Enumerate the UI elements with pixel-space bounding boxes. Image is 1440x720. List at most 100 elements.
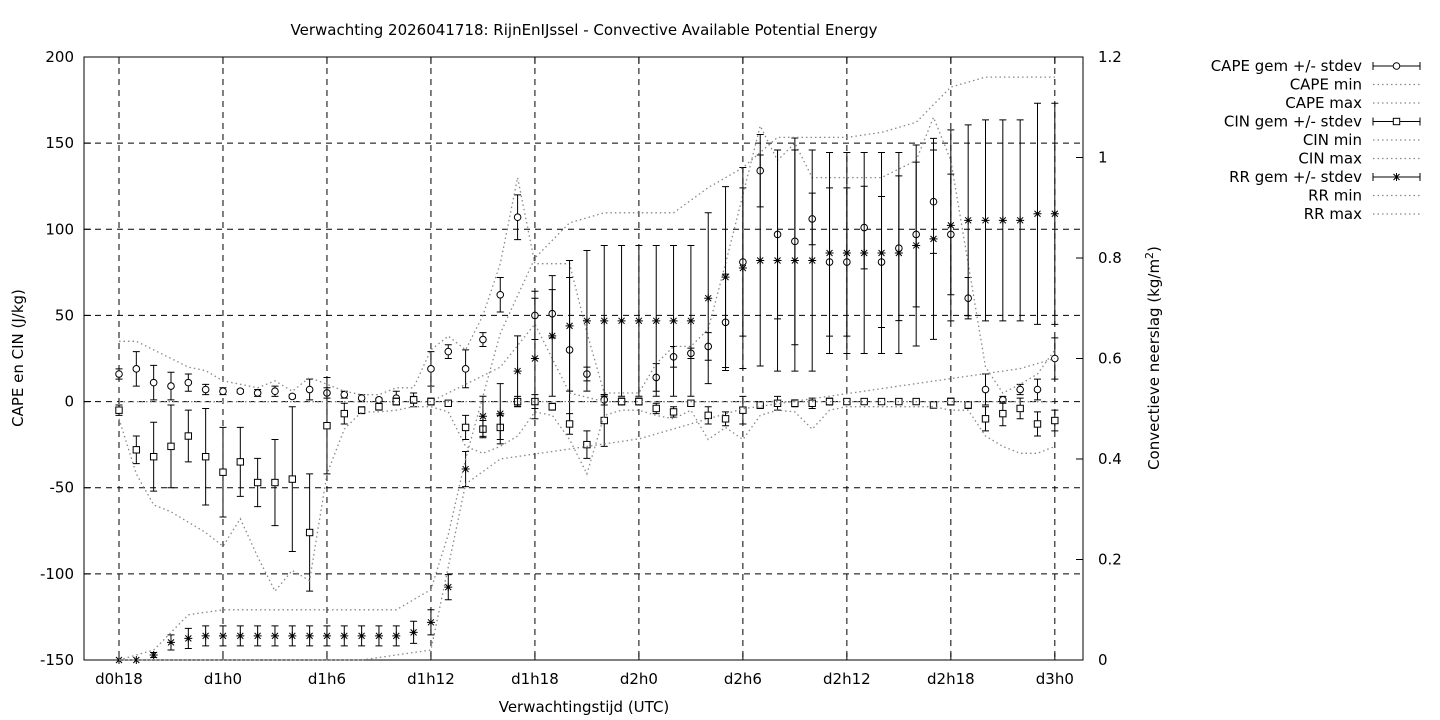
y-tick-label: 150 <box>45 134 74 152</box>
data-point <box>894 248 903 257</box>
data-point <box>409 628 418 637</box>
data-point <box>652 404 660 413</box>
data-point <box>860 248 869 257</box>
y2-tick-label: 1 <box>1098 149 1108 167</box>
data-point <box>548 403 556 411</box>
data-point <box>583 440 591 449</box>
x-tick-label: d1h12 <box>407 670 455 688</box>
data-point <box>617 316 626 325</box>
series-line <box>119 357 1055 661</box>
legend-label: RR min <box>1308 187 1362 205</box>
data-point <box>115 370 123 378</box>
y-tick-label: -100 <box>40 565 74 583</box>
data-point <box>600 316 609 325</box>
data-point <box>600 416 608 425</box>
data-point <box>184 634 193 643</box>
data-point <box>305 528 314 537</box>
data-point <box>912 241 921 250</box>
data-point <box>340 631 349 640</box>
legend-label: CAPE gem +/- stdev <box>1211 57 1362 75</box>
data-point <box>808 256 817 265</box>
data-point <box>981 385 990 394</box>
data-point <box>808 399 816 407</box>
data-point <box>219 387 227 396</box>
y-tick-label: -50 <box>50 479 75 497</box>
data-point <box>357 406 366 414</box>
data-point <box>1051 354 1059 363</box>
data-point <box>375 403 383 411</box>
data-point <box>322 631 331 640</box>
y2-tick-label: 0.6 <box>1098 350 1122 368</box>
data-point <box>236 458 245 466</box>
y2-tick-label: 1.2 <box>1098 48 1122 66</box>
series-line <box>118 406 1056 593</box>
data-point <box>201 385 210 394</box>
series-2 <box>119 115 1056 396</box>
data-point <box>357 631 366 640</box>
data-point <box>115 406 123 414</box>
x-tick-label: d1h18 <box>511 670 559 688</box>
data-point <box>1051 416 1059 425</box>
series-layer <box>115 76 1059 664</box>
data-point <box>340 409 348 418</box>
data-point <box>669 408 678 416</box>
data-point <box>790 256 799 265</box>
data-point <box>149 378 158 387</box>
data-point <box>409 396 418 404</box>
data-point <box>686 316 695 325</box>
y-tick-label: 0 <box>64 393 74 411</box>
data-point <box>669 316 678 325</box>
data-point <box>946 221 955 230</box>
data-point <box>461 423 470 432</box>
data-point <box>132 656 141 664</box>
data-point <box>634 316 643 325</box>
data-point <box>1392 173 1401 181</box>
data-point <box>444 347 453 356</box>
data-point <box>201 631 210 640</box>
series-line <box>119 115 1056 396</box>
data-point <box>1033 420 1042 428</box>
data-point <box>947 397 955 406</box>
data-point <box>877 248 886 257</box>
legend-label: CIN max <box>1298 150 1362 168</box>
data-point <box>288 392 297 401</box>
data-point <box>340 390 349 399</box>
legend-label: RR gem +/- stdev <box>1229 168 1362 186</box>
y2-tick-label: 0.4 <box>1098 450 1122 468</box>
data-point <box>825 248 834 257</box>
data-point <box>236 631 245 640</box>
data-point <box>548 331 557 340</box>
data-point <box>444 583 453 592</box>
data-point <box>721 415 730 423</box>
data-point <box>253 631 262 640</box>
data-point <box>374 631 383 640</box>
data-point <box>617 397 626 406</box>
data-point <box>565 420 574 428</box>
data-point <box>427 365 435 373</box>
data-point <box>773 256 782 265</box>
data-point <box>323 421 331 430</box>
data-point <box>530 354 539 363</box>
legend-label: CAPE max <box>1285 94 1362 112</box>
data-point <box>1033 385 1042 394</box>
y2-axis-label-sup: 2 <box>1143 252 1156 259</box>
data-point <box>167 442 175 451</box>
data-point <box>999 409 1007 418</box>
data-point <box>825 397 834 406</box>
data-point <box>253 389 262 397</box>
data-point <box>392 631 401 640</box>
data-point <box>444 399 452 407</box>
y-tick-label: 200 <box>45 48 74 66</box>
legend-label: CAPE min <box>1290 76 1362 94</box>
data-point <box>496 290 505 299</box>
data-point <box>201 453 210 461</box>
data-point <box>929 234 938 243</box>
data-point <box>270 631 279 640</box>
y2-tick-label: 0.8 <box>1098 249 1122 267</box>
data-point <box>149 650 158 659</box>
data-point <box>929 401 938 409</box>
data-point <box>184 378 193 387</box>
data-point <box>704 411 712 420</box>
data-point <box>652 316 661 325</box>
